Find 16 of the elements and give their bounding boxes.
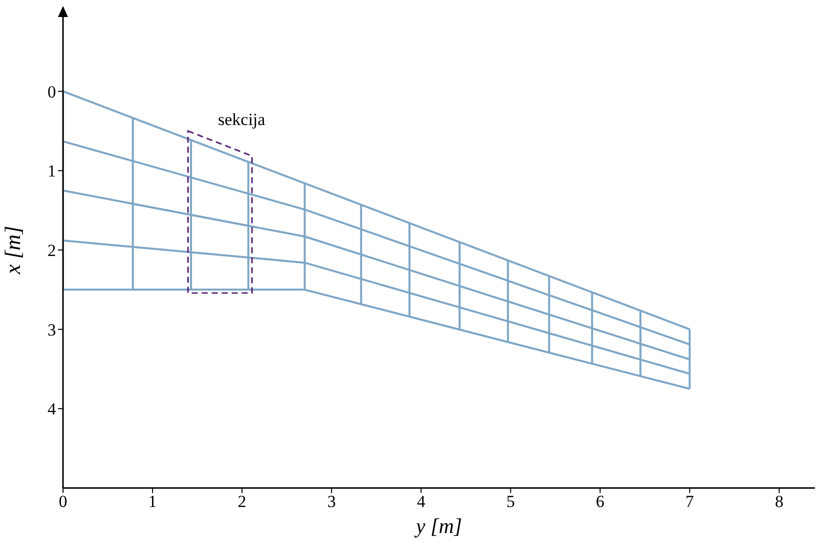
x-tick-label: 5 (506, 492, 515, 512)
x-tick-label: 4 (416, 492, 426, 512)
x-tick-label: 8 (774, 492, 784, 512)
x-axis-title: y [m] (414, 514, 462, 538)
y-tick-label: 1 (48, 162, 56, 181)
x-tick-label: 6 (596, 492, 604, 512)
x-tick-label: 3 (327, 492, 336, 512)
y-tick-label: 3 (48, 320, 56, 340)
x-tick-label: 7 (685, 492, 694, 512)
y-tick-label: 2 (48, 241, 56, 260)
y-axis-title: x [m] (0, 226, 25, 276)
annotation: sekcija (218, 110, 266, 130)
y-tick-label: 4 (48, 400, 56, 419)
x-tick-label: 2 (238, 492, 246, 512)
x-tick-label: 1 (148, 492, 157, 512)
y-tick-label: 0 (48, 82, 56, 102)
